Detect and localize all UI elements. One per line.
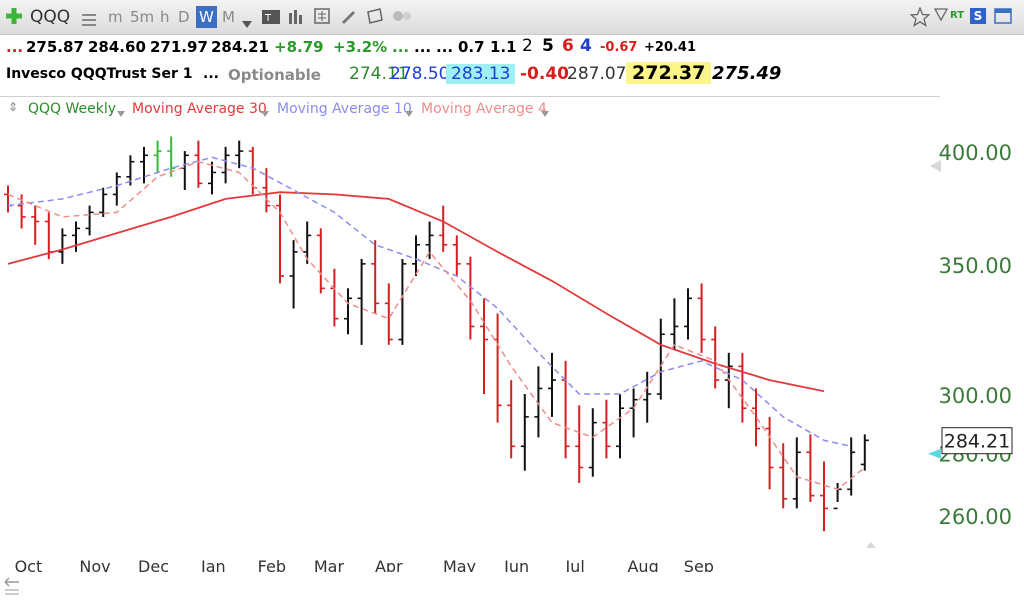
quote-open: 275.87	[26, 38, 84, 56]
x-tick-label-4: Feb	[258, 557, 286, 572]
bar-style-icon[interactable]	[288, 9, 306, 28]
quote2-p7: 275.49	[712, 63, 782, 84]
quote2-p4: -0.40	[520, 64, 569, 84]
axis-bottom-marker	[866, 542, 876, 548]
ma4-line	[7, 160, 866, 491]
quote2-p1: 274.11	[349, 64, 409, 84]
last-price-label: 284.21	[944, 431, 1010, 453]
x-tick-label-2: Dec	[138, 557, 169, 572]
y-tick-label-2: 300.00	[939, 384, 1012, 408]
quote-neg: -0.67	[600, 40, 638, 55]
menu-icon[interactable]	[82, 11, 96, 30]
quote-dots-3: ...	[436, 38, 454, 56]
x-tick-label-11: Sep	[684, 557, 714, 572]
quote-dots-green: ...	[392, 38, 410, 56]
add-symbol-icon[interactable]	[6, 8, 22, 24]
quote-low: 271.97	[150, 38, 208, 56]
period-w[interactable]: W	[196, 6, 217, 28]
legend-ma10[interactable]: Moving Average 10	[277, 101, 412, 117]
legend-series[interactable]: QQQ Weekly	[28, 101, 117, 117]
quote2-dots: ...	[203, 66, 219, 82]
ma30-line	[7, 191, 825, 393]
quote-row-1: ... 275.87 284.60 271.97 284.21 +8.79 +3…	[0, 36, 1024, 62]
quote-n2: 5	[542, 36, 554, 56]
x-tick-label-7: May	[443, 557, 476, 572]
calculator-icon[interactable]	[314, 8, 330, 28]
svg-text:T: T	[264, 13, 272, 24]
legend-ma30-chevron-icon[interactable]	[261, 105, 269, 121]
x-tick-label-1: Nov	[79, 557, 110, 572]
x-tick-label-0: Oct	[15, 557, 43, 572]
date-label: 10/25/2022	[813, 571, 894, 572]
period-mo[interactable]: M	[222, 8, 235, 26]
period-h[interactable]: h	[160, 8, 170, 26]
quote-change-pct: +3.2%	[333, 38, 388, 56]
symbol-label[interactable]: QQQ	[30, 7, 71, 27]
quote-v1: 0.7	[458, 38, 485, 56]
quote-high: 284.60	[88, 38, 146, 56]
ma10-line	[7, 156, 852, 448]
last-price-box	[941, 427, 1013, 455]
y-tick-label-3: 260.00	[939, 505, 1012, 529]
period-m[interactable]: m	[108, 8, 123, 26]
security-name: Invesco QQQTrust Ser 1	[6, 66, 193, 82]
quote-dots-2: ...	[414, 38, 432, 56]
quote-pos: +20.41	[644, 40, 697, 55]
x-tick-label-5: Mar	[314, 557, 345, 572]
x-tick-label-9: Jul	[564, 557, 584, 572]
x-tick-label-8: Jun	[503, 557, 529, 572]
note-icon[interactable]	[366, 8, 384, 28]
draw-icon[interactable]	[340, 8, 356, 28]
optionable-label: Optionable	[228, 66, 321, 84]
quote2-p6: 272.37	[626, 62, 712, 84]
quote2-p5: 287.07	[567, 64, 627, 84]
quote-n4: 4	[580, 36, 592, 56]
scroll-left-icon[interactable]	[2, 576, 22, 602]
quote-close: 284.21	[211, 38, 269, 56]
x-tick-label-3: Jan	[200, 557, 226, 572]
quote-v2: 1.1	[490, 38, 517, 56]
settings-icon[interactable]	[392, 8, 412, 28]
quote-n1: 2	[522, 36, 533, 56]
quote-n3: 6	[562, 36, 574, 56]
legend-drag-icon[interactable]: ⇕	[8, 100, 19, 114]
legend-ma30[interactable]: Moving Average 30	[132, 101, 267, 117]
x-tick-label-10: Aug	[627, 557, 658, 572]
chart-legend: ⇕ QQQ Weekly Moving Average 30 Moving Av…	[0, 96, 940, 119]
last-price-arrow	[928, 448, 941, 459]
quote-row-2: Invesco QQQTrust Ser 1 ... Optionable 27…	[0, 62, 1024, 90]
legend-series-chevron-icon[interactable]	[117, 105, 125, 121]
chart-type-icon[interactable]: T	[262, 9, 280, 28]
s-icon[interactable]: S	[970, 8, 986, 24]
axis-top-marker	[930, 160, 941, 172]
legend-ma4[interactable]: Moving Average 4	[421, 101, 547, 117]
y-tick-label-1: 350.00	[939, 254, 1012, 278]
period-d[interactable]: D	[178, 8, 190, 26]
log-toggle-label: Log	[942, 570, 972, 572]
window-icon[interactable]	[994, 8, 1012, 28]
legend-ma4-chevron-icon[interactable]	[541, 105, 549, 121]
chevron-down-icon[interactable]	[242, 13, 252, 32]
x-tick-label-6: Apr	[375, 557, 403, 572]
rt-icon[interactable]: RT	[950, 10, 965, 21]
period-5m[interactable]: 5m	[130, 8, 155, 26]
flag-icon[interactable]	[933, 8, 949, 28]
quote-change: +8.79	[274, 38, 324, 56]
quote-dots: ...	[6, 38, 24, 56]
legend-ma10-chevron-icon[interactable]	[405, 105, 413, 121]
y-tick-label-0: 400.00	[939, 141, 1012, 165]
bottom-bar	[0, 572, 1024, 606]
quote2-p2: 278.50	[390, 64, 450, 84]
toolbar: QQQ m 5m h D W M T RT S	[0, 0, 1024, 35]
star-icon[interactable]	[909, 6, 931, 31]
quote2-p3: 283.13	[446, 64, 516, 84]
